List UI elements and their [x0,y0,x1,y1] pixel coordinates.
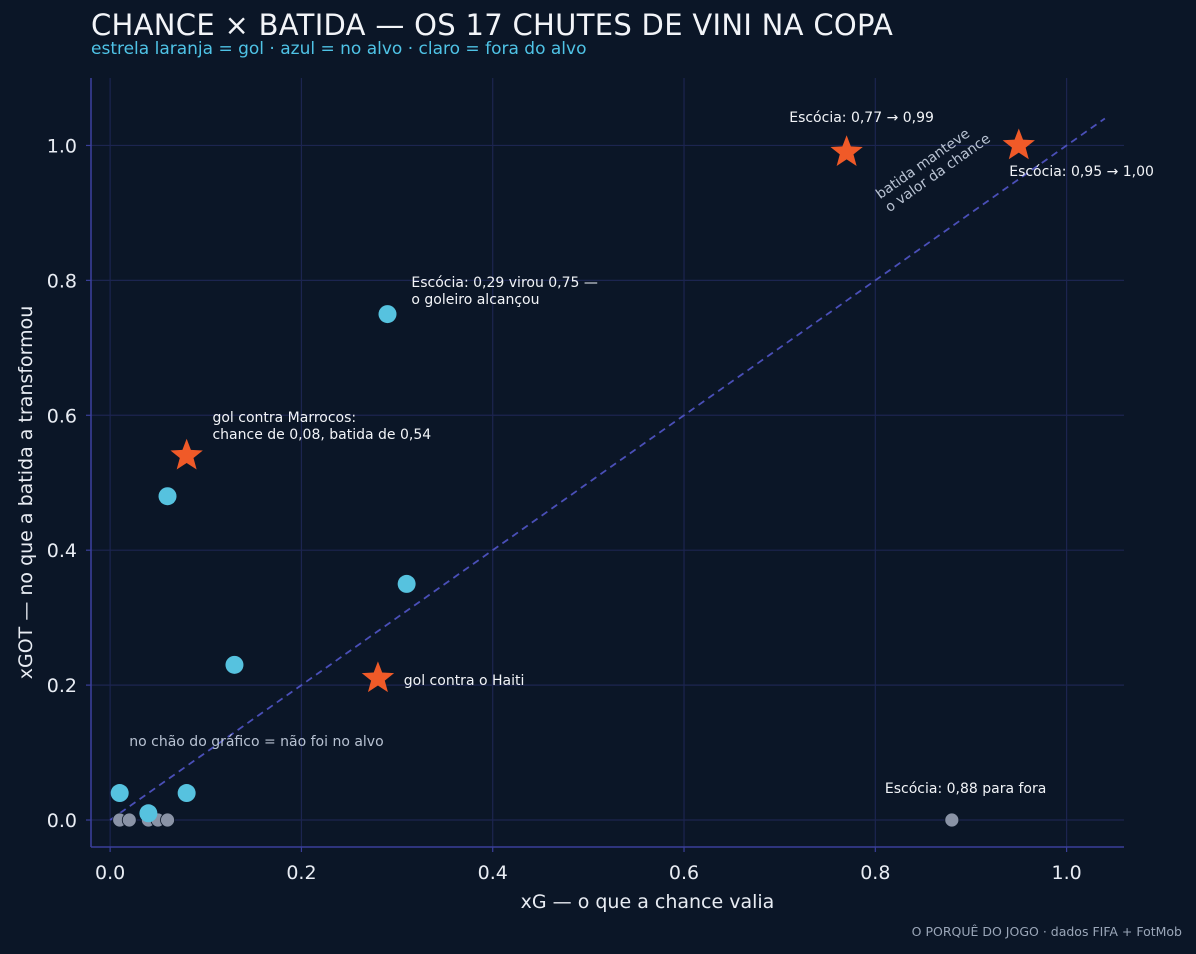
on-target-point [378,305,397,324]
chart-subtitle: estrela laranja = gol · azul = no alvo ·… [91,39,587,59]
data-points [110,128,1035,828]
x-tick-label: 0.0 [95,862,125,884]
plot-axes [90,78,1124,848]
annotation-label: no chão do gráfico = não foi no alvo [129,734,383,750]
goal-star-point [170,438,203,470]
y-tick-label: 1.0 [47,135,77,157]
on-target-point [177,784,196,803]
tick-labels: 0.0 0.2 0.4 0.6 0.8 1.0 0.0 0.2 0.4 0.6 0.8 1.0 [47,135,1082,884]
on-target-point [158,487,177,506]
chart-title: CHANCE × BATIDA — OS 17 CHUTES DE VINI N… [91,8,894,42]
annotation-label: Escócia: 0,88 para fora [885,781,1046,797]
annotation-label: gol contra Marrocos: chance de 0,08, bati… [212,410,431,443]
reference-diagonal-line [109,117,1106,821]
on-target-point [139,804,158,823]
x-tick-label: 0.6 [669,862,699,884]
on-target-point [397,574,416,593]
annotations: Escócia: 0,77 → 0,99 Escócia: 0,95 → 1,00… [129,110,1154,797]
goal-star-point [830,135,863,166]
y-tick-label: 0.6 [47,405,77,427]
x-tick-label: 0.8 [860,862,890,884]
x-tick-label: 1.0 [1052,862,1082,884]
off-target-point [160,812,175,828]
y-axis-title: xGOT — no que a batida a transformou [15,306,37,680]
y-tick-label: 0.8 [47,270,77,292]
y-tick-label: 0.4 [47,540,77,562]
x-tick-label: 0.4 [478,862,508,884]
on-target-point [225,655,244,674]
off-target-point [944,812,960,828]
y-tick-label: 0.0 [47,810,77,832]
goal-star-point [1002,128,1035,160]
x-tick-label: 0.2 [286,862,316,884]
annotation-label: Escócia: 0,77 → 0,99 [789,110,934,126]
reference-line-label: batida manteveo valor da chance [873,118,993,216]
annotation-label: Escócia: 0,29 virou 0,75 — o goleiro alca… [411,275,597,308]
annotation-label: gol contra o Haiti [404,673,525,689]
on-target-point [110,784,129,803]
goal-star-point [361,661,395,693]
grid-lines [91,78,1124,847]
off-target-point [121,812,137,828]
credit-footer: O PORQUÊ DO JOGO · dados FIFA + FotMob [911,924,1182,939]
y-tick-label: 0.2 [47,675,77,697]
x-axis-title: xG — o que a chance valia [521,891,775,913]
annotation-label: Escócia: 0,95 → 1,00 [1009,164,1154,180]
